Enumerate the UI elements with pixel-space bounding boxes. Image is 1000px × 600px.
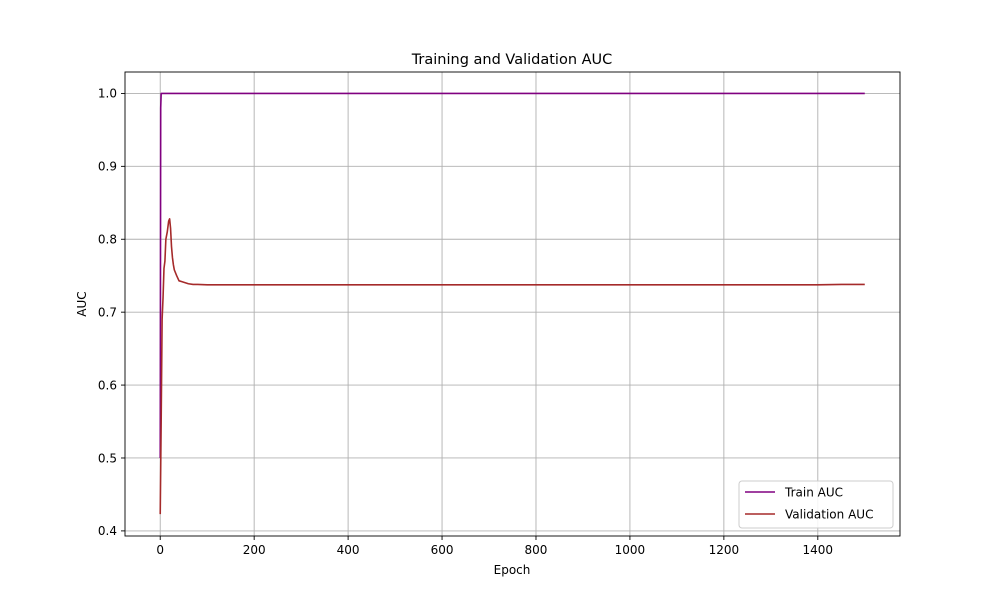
x-tick-label: 800: [525, 543, 548, 557]
legend-label-train-auc: Train AUC: [784, 486, 843, 500]
y-axis: 0.4 0.5 0.6 0.7 0.8 0.9 1.0: [98, 87, 125, 538]
x-tick-label: 0: [156, 543, 164, 557]
x-axis: 0 200 400 600 800 1000 1200 1400: [156, 536, 833, 557]
x-tick-label: 1200: [709, 543, 740, 557]
y-axis-label: AUC: [75, 291, 89, 316]
plot-frame: [124, 71, 901, 537]
x-tick-label: 600: [431, 543, 454, 557]
y-tick-label: 1.0: [98, 87, 117, 101]
y-tick-label: 0.8: [98, 233, 117, 247]
legend-label-validation-auc: Validation AUC: [785, 508, 873, 522]
x-tick-label: 200: [243, 543, 266, 557]
x-tick-label: 400: [337, 543, 360, 557]
chart-title: Training and Validation AUC: [411, 52, 613, 68]
y-tick-label: 0.7: [98, 305, 117, 319]
y-tick-label: 0.6: [98, 378, 117, 392]
y-tick-label: 0.9: [98, 160, 117, 174]
series-line-validation-auc: [159, 218, 865, 515]
y-tick-label: 0.4: [98, 524, 117, 538]
x-tick-label: 1400: [803, 543, 834, 557]
legend: Train AUC Validation AUC: [738, 480, 894, 529]
x-tick-label: 1000: [615, 543, 646, 557]
x-axis-label: Epoch: [494, 563, 531, 577]
legend-box: [738, 480, 894, 529]
series-lines: [159, 92, 865, 515]
y-tick-label: 0.5: [98, 451, 117, 465]
series-line-train-auc: [159, 92, 865, 458]
